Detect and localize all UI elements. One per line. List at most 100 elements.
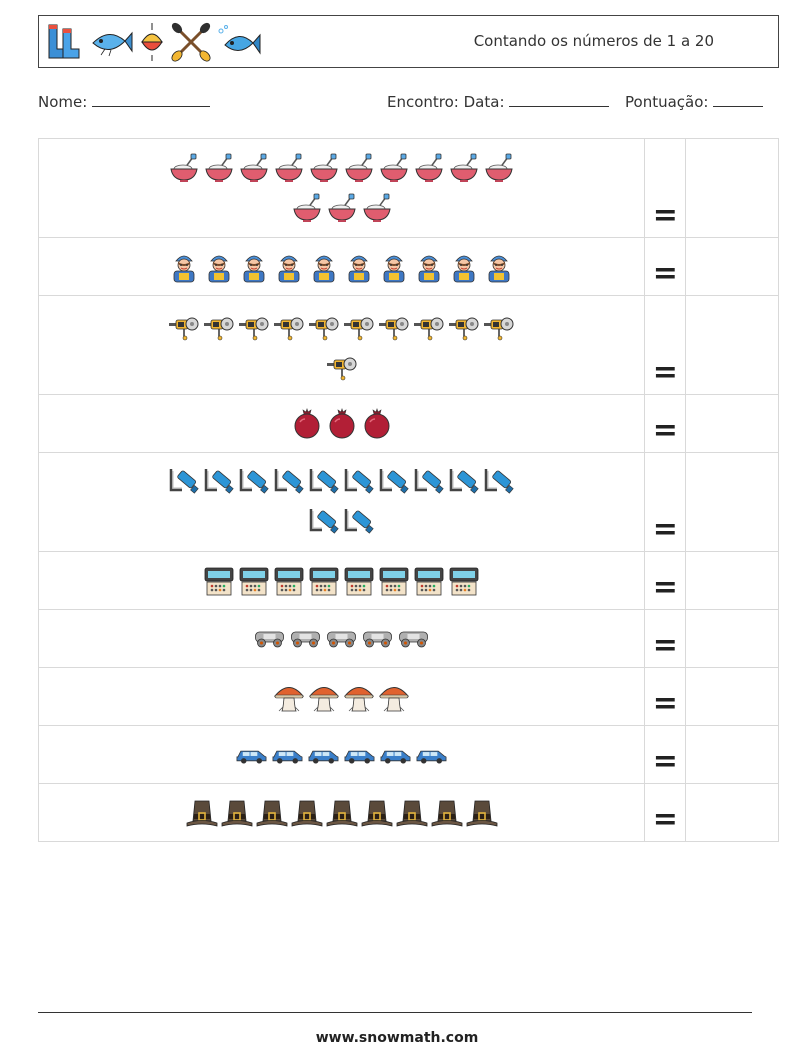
name-blank[interactable]: [92, 93, 211, 107]
cash-register-icon: [308, 565, 340, 597]
mixing-bowl-icon: [308, 152, 340, 184]
answer-cell[interactable]: [685, 295, 779, 395]
picture-line: [39, 152, 644, 184]
angle-grinder-icon: [413, 309, 445, 341]
header-icon-strip: [45, 22, 261, 62]
picture-cell: [37, 237, 646, 296]
mushroom-icon: [378, 681, 410, 713]
train-car-icon: [325, 629, 358, 649]
table-row: =: [37, 609, 779, 668]
pilgrim-hat-icon: [326, 797, 358, 829]
cash-register-icon: [343, 565, 375, 597]
date-blank[interactable]: [509, 93, 610, 107]
angle-grinder-icon: [203, 309, 235, 341]
hydrant-pipe-icon: [238, 466, 270, 498]
mushroom-icon: [308, 681, 340, 713]
blue-fish-icon: [218, 25, 261, 55]
worksheet-header: Contando os números de 1 a 20: [38, 15, 779, 68]
equals-sign: =: [652, 512, 678, 547]
pilgrim-hat-icon: [186, 797, 218, 829]
picture-line: [39, 192, 644, 224]
answer-cell[interactable]: [685, 667, 779, 726]
pilgrim-hat-icon: [256, 797, 288, 829]
equals-sign: =: [652, 198, 678, 233]
hydrant-pipe-icon: [413, 466, 445, 498]
hydrant-pipe-icon: [378, 466, 410, 498]
picture-cell: [37, 609, 646, 668]
mixing-bowl-icon: [291, 192, 323, 224]
mixing-bowl-icon: [448, 152, 480, 184]
mixing-bowl-icon: [238, 152, 270, 184]
cash-register-icon: [413, 565, 445, 597]
picture-cell: [37, 295, 646, 395]
score-field: Pontuação:: [625, 93, 764, 111]
date-field: Encontro: Data:: [387, 93, 610, 111]
answer-cell[interactable]: [685, 725, 779, 784]
angle-grinder-icon: [343, 309, 375, 341]
answer-cell[interactable]: [685, 551, 779, 610]
angle-grinder-icon: [483, 309, 515, 341]
hydrant-pipe-icon: [308, 466, 340, 498]
mixing-bowl-icon: [413, 152, 445, 184]
picture-cell: [37, 452, 646, 552]
table-row: =: [37, 138, 779, 238]
worker-icon: [483, 251, 515, 283]
table-row: =: [37, 725, 779, 784]
equals-sign: =: [652, 744, 678, 779]
angle-grinder-icon: [308, 309, 340, 341]
counting-table: = = = = = = = = = =: [37, 138, 779, 842]
picture-cell: [37, 394, 646, 453]
hydrant-pipe-icon: [343, 506, 375, 538]
car-icon: [235, 745, 268, 765]
angle-grinder-icon: [448, 309, 480, 341]
picture-cell: [37, 783, 646, 842]
equals-cell: =: [644, 667, 687, 726]
mushroom-icon: [343, 681, 375, 713]
worker-icon: [203, 251, 235, 283]
equals-cell: =: [644, 609, 687, 668]
picture-line: [39, 629, 644, 649]
mixing-bowl-icon: [326, 192, 358, 224]
hydrant-pipe-icon: [168, 466, 200, 498]
pomegranate-icon: [326, 408, 358, 440]
worker-icon: [238, 251, 270, 283]
picture-line: [39, 565, 644, 597]
equals-cell: =: [644, 237, 687, 296]
picture-cell: [37, 725, 646, 784]
hydrant-pipe-icon: [273, 466, 305, 498]
equals-cell: =: [644, 452, 687, 552]
answer-cell[interactable]: [685, 394, 779, 453]
score-label: Pontuação:: [625, 93, 709, 111]
table-row: =: [37, 667, 779, 726]
answer-cell[interactable]: [685, 783, 779, 842]
table-row: =: [37, 783, 779, 842]
picture-line: [39, 681, 644, 713]
pilgrim-hat-icon: [291, 797, 323, 829]
answer-cell[interactable]: [685, 609, 779, 668]
date-label: Encontro: Data:: [387, 93, 505, 111]
answer-cell[interactable]: [685, 138, 779, 238]
angle-grinder-icon: [168, 309, 200, 341]
car-icon: [379, 745, 412, 765]
pilgrim-hat-icon: [431, 797, 463, 829]
mushroom-icon: [273, 681, 305, 713]
table-row: =: [37, 237, 779, 296]
score-blank[interactable]: [713, 93, 764, 107]
cash-register-icon: [238, 565, 270, 597]
answer-cell[interactable]: [685, 237, 779, 296]
pilgrim-hat-icon: [221, 797, 253, 829]
equals-cell: =: [644, 783, 687, 842]
mixing-bowl-icon: [483, 152, 515, 184]
cash-register-icon: [378, 565, 410, 597]
hydrant-pipe-icon: [483, 466, 515, 498]
worksheet-title: Contando os números de 1 a 20: [473, 32, 714, 50]
answer-cell[interactable]: [685, 452, 779, 552]
picture-line: [39, 506, 644, 538]
pomegranate-icon: [291, 408, 323, 440]
hydrant-pipe-icon: [448, 466, 480, 498]
picture-line: [39, 466, 644, 498]
angle-grinder-icon: [378, 309, 410, 341]
equals-cell: =: [644, 394, 687, 453]
name-label: Nome:: [38, 93, 88, 111]
train-car-icon: [289, 629, 322, 649]
